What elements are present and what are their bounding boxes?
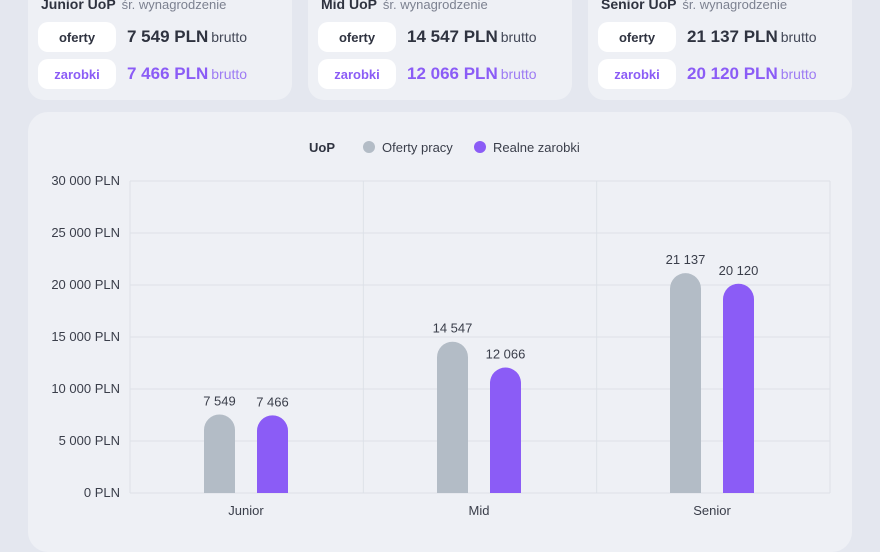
x-tick-label: Mid (469, 503, 490, 518)
earnings-row: zarobki 20 120 PLN brutto (598, 59, 817, 89)
card-title: Junior UoP śr. wynagrodzenie (41, 0, 226, 12)
bar-value-label: 12 066 (486, 347, 526, 362)
bar-chart: UoP Oferty pracy Realne zarobki 0 PLN 5 000 … (51, 140, 831, 518)
offers-amount: 7 549 PLN brutto (127, 27, 247, 47)
bar-value-label: 7 549 (203, 393, 236, 408)
offers-amount: 21 137 PLN brutto (687, 27, 817, 47)
bar-offers-senior (670, 273, 701, 493)
legend-title: UoP (309, 140, 335, 155)
earnings-value: 7 466 PLN (127, 64, 209, 83)
card-level: Senior UoP (601, 0, 677, 12)
chart-panel: UoP Oferty pracy Realne zarobki 0 PLN 5 000 … (28, 112, 852, 552)
card-level: Junior UoP (41, 0, 116, 12)
bar-earnings-mid (490, 367, 521, 493)
earnings-pill: zarobki (598, 59, 676, 89)
legend-marker-1 (474, 141, 486, 153)
offers-value: 7 549 PLN (127, 27, 209, 46)
card-subtitle: śr. wynagrodzenie (382, 0, 488, 12)
unit-suffix: brutto (211, 66, 248, 82)
bar-offers-mid (437, 341, 468, 493)
card-title: Mid UoP śr. wynagrodzenie (321, 0, 488, 12)
card-title: Senior UoP śr. wynagrodzenie (601, 0, 787, 12)
y-tick-label: 30 000 PLN (51, 173, 120, 188)
unit-suffix: brutto (211, 29, 248, 45)
legend-label-0: Oferty pracy (382, 140, 453, 155)
offers-pill: oferty (38, 22, 116, 52)
legend: UoP Oferty pracy Realne zarobki (309, 140, 580, 155)
card-level: Mid UoP (321, 0, 377, 12)
offers-pill: oferty (598, 22, 676, 52)
earnings-amount: 12 066 PLN brutto (407, 64, 537, 84)
bar-value-label: 20 120 (719, 263, 759, 278)
bar-value-label: 21 137 (666, 252, 706, 267)
earnings-value: 20 120 PLN (687, 64, 778, 83)
unit-suffix: brutto (780, 66, 817, 82)
earnings-row: zarobki 12 066 PLN brutto (318, 59, 537, 89)
bar-offers-junior (204, 414, 235, 493)
summary-card-senior: Senior UoP śr. wynagrodzenie oferty 21 1… (588, 0, 852, 100)
bar-value-label: 14 547 (433, 321, 473, 336)
y-tick-label: 5 000 PLN (59, 433, 120, 448)
summary-card-mid: Mid UoP śr. wynagrodzenie oferty 14 547 … (308, 0, 572, 100)
y-tick-label: 15 000 PLN (51, 329, 120, 344)
y-tick-label: 0 PLN (84, 485, 120, 500)
y-tick-label: 20 000 PLN (51, 277, 120, 292)
offers-row: oferty 14 547 PLN brutto (318, 22, 537, 52)
legend-label-1: Realne zarobki (493, 140, 580, 155)
earnings-amount: 20 120 PLN brutto (687, 64, 817, 84)
bar-earnings-junior (257, 415, 288, 493)
offers-value: 21 137 PLN (687, 27, 778, 46)
earnings-pill: zarobki (318, 59, 396, 89)
unit-suffix: brutto (500, 66, 537, 82)
earnings-value: 12 066 PLN (407, 64, 498, 83)
unit-suffix: brutto (500, 29, 537, 45)
offers-row: oferty 7 549 PLN brutto (38, 22, 247, 52)
earnings-amount: 7 466 PLN brutto (127, 64, 247, 84)
bar-earnings-senior (722, 283, 754, 493)
summary-card-junior: Junior UoP śr. wynagrodzenie oferty 7 54… (28, 0, 292, 100)
card-subtitle: śr. wynagrodzenie (121, 0, 227, 12)
x-tick-label: Senior (693, 503, 731, 518)
card-subtitle: śr. wynagrodzenie (682, 0, 788, 12)
offers-amount: 14 547 PLN brutto (407, 27, 537, 47)
offers-row: oferty 21 137 PLN brutto (598, 22, 817, 52)
x-tick-label: Junior (228, 503, 264, 518)
legend-marker-0 (363, 141, 375, 153)
bar-value-label: 7 466 (256, 394, 289, 409)
offers-value: 14 547 PLN (407, 27, 498, 46)
earnings-row: zarobki 7 466 PLN brutto (38, 59, 247, 89)
earnings-pill: zarobki (38, 59, 116, 89)
offers-pill: oferty (318, 22, 396, 52)
y-tick-label: 25 000 PLN (51, 225, 120, 240)
y-tick-label: 10 000 PLN (51, 381, 120, 396)
unit-suffix: brutto (780, 29, 817, 45)
